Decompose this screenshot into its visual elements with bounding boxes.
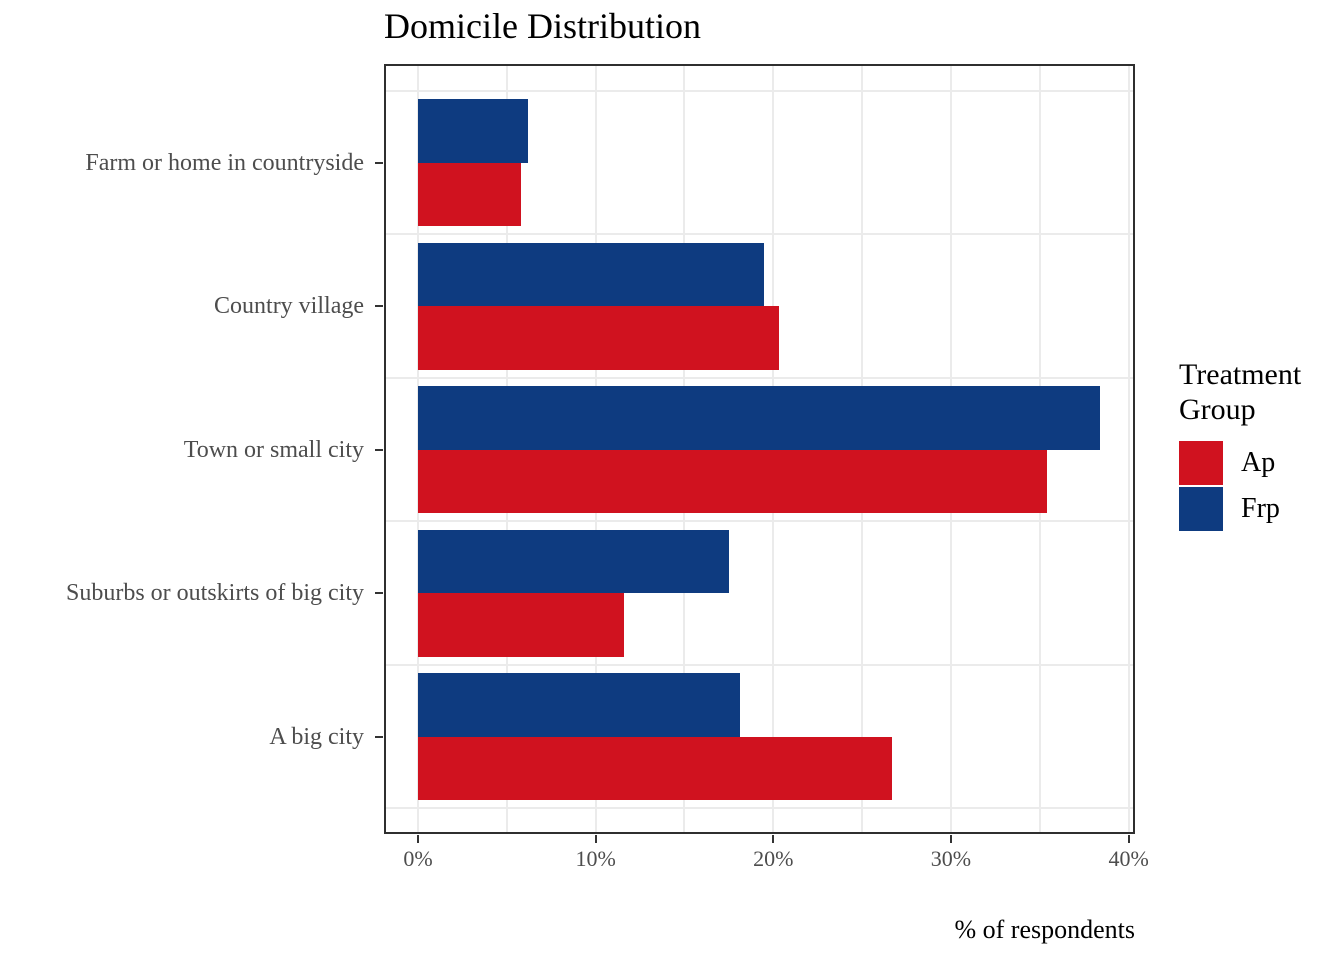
legend-swatch-frp	[1179, 487, 1223, 531]
x-tick-label: 40%	[1108, 846, 1149, 871]
gridline-y	[386, 520, 1133, 523]
bar-ap-4	[418, 736, 893, 800]
plot-panel	[384, 64, 1135, 834]
gridline-y	[386, 807, 1133, 810]
x-tick	[594, 835, 597, 843]
x-tick-label: 10%	[575, 846, 616, 871]
gridline-y	[386, 376, 1133, 379]
legend-label: Frp	[1241, 493, 1280, 524]
y-category-label: A big city	[269, 723, 364, 750]
gridline-y	[386, 233, 1133, 236]
gridline-x	[1127, 66, 1130, 832]
chart-title: Domicile Distribution	[384, 6, 701, 46]
bar-ap-3	[418, 593, 625, 657]
legend-swatch-ap	[1179, 441, 1223, 485]
x-tick	[949, 835, 952, 843]
legend-title: Treatment Group	[1179, 358, 1302, 426]
legend-item-frp: Frp	[1179, 487, 1339, 531]
y-category-label: Country village	[214, 293, 364, 319]
legend-items: Ap Frp	[1179, 441, 1339, 531]
legend: Treatment Group Ap Frp	[1179, 358, 1339, 533]
y-category-label: Farm or home in countryside	[85, 149, 364, 176]
legend-label: Ap	[1241, 447, 1276, 478]
legend-item-ap: Ap	[1179, 441, 1339, 485]
y-tick	[375, 161, 383, 164]
gridline-y	[386, 89, 1133, 92]
bar-ap-1	[418, 306, 779, 370]
y-category-label: Town or small city	[183, 436, 364, 463]
x-tick-label: 0%	[403, 846, 433, 871]
gridline-y	[386, 663, 1133, 666]
bar-frp-4	[418, 673, 740, 737]
y-tick	[375, 592, 383, 594]
y-tick	[375, 735, 383, 738]
x-axis-title: % of respondents	[954, 915, 1135, 944]
bar-ap-0	[418, 162, 522, 226]
y-tick	[375, 448, 383, 451]
y-category-label: Suburbs or outskirts of big city	[66, 580, 364, 606]
bar-ap-2	[418, 449, 1047, 513]
x-tick-label: 30%	[930, 846, 972, 871]
y-tick	[375, 305, 383, 307]
bar-frp-3	[418, 529, 729, 593]
x-tick	[417, 835, 419, 843]
bar-frp-1	[418, 242, 765, 306]
x-tick	[772, 835, 775, 843]
x-tick	[1127, 835, 1130, 843]
bar-frp-2	[418, 386, 1101, 450]
x-tick-label: 20%	[753, 846, 794, 871]
bar-frp-0	[418, 99, 529, 163]
